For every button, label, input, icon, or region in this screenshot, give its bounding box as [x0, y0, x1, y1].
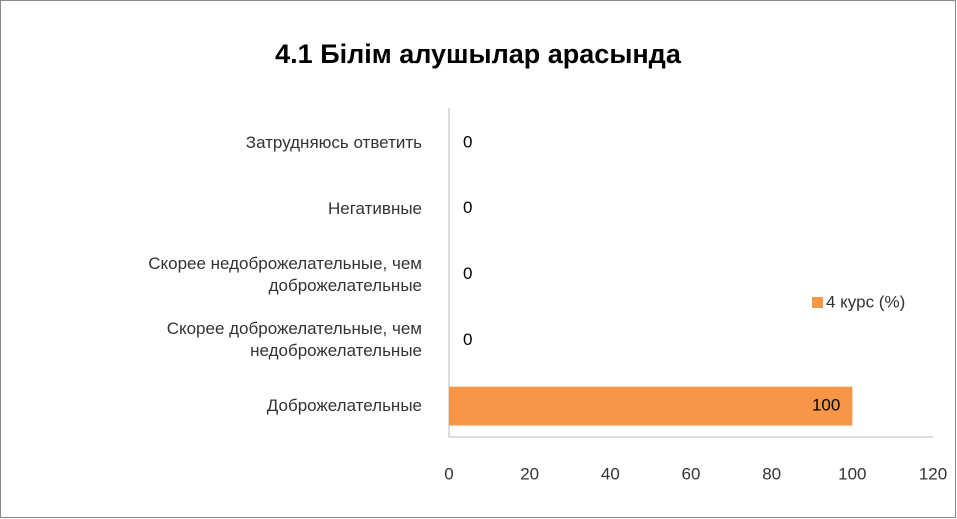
x-tick-label: 40: [601, 464, 620, 483]
y-tick-label: Скорее недоброжелательные, чем доброжела…: [148, 253, 422, 295]
data-label: 0: [463, 330, 472, 349]
data-label: 100: [812, 396, 840, 415]
x-tick-label: 60: [682, 464, 701, 483]
data-label: 0: [463, 132, 472, 151]
bar: [449, 386, 853, 426]
x-tick-label: 120: [919, 464, 947, 483]
legend-swatch: [812, 297, 823, 308]
x-tick-label: 100: [838, 464, 866, 483]
x-tick-label: 0: [444, 464, 453, 483]
data-label: 0: [463, 264, 472, 283]
x-tick-label: 80: [762, 464, 781, 483]
y-tick-label: Затрудняюсь ответить: [245, 132, 422, 152]
y-tick-label: Скорее доброжелательные, чем недоброжела…: [166, 319, 422, 361]
data-label: 0: [463, 198, 472, 217]
x-tick-label: 20: [520, 464, 539, 483]
chart-title: 4.1 Білім алушылар арасында: [275, 39, 682, 69]
legend-label: 4 курс (%): [826, 292, 905, 311]
y-tick-label: Негативные: [327, 198, 422, 218]
y-tick-label: Доброжелательные: [266, 396, 422, 416]
